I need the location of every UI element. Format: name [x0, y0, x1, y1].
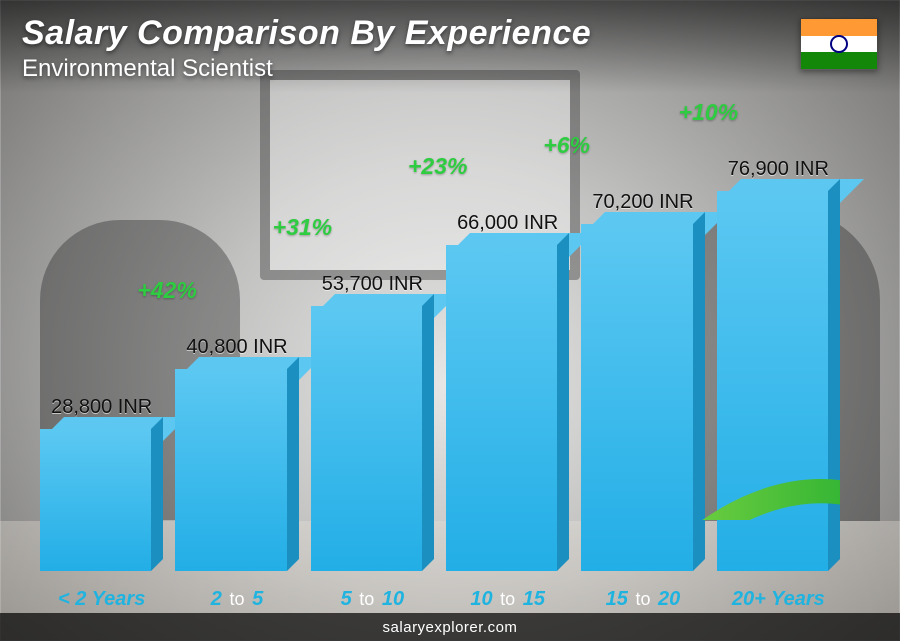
bars-container: 28,800 INR 40,800 INR 53,700 INR 66,000 INR… — [40, 120, 840, 571]
growth-pct-3: +23% — [408, 153, 467, 180]
growth-pct-5: +10% — [679, 99, 738, 126]
bar-0: 28,800 INR — [40, 396, 163, 571]
bar-1: 40,800 INR — [175, 336, 298, 571]
x-category-0: < 2 Years — [40, 588, 163, 611]
bar-3: 66,000 INR — [446, 212, 569, 571]
bar-4: 70,200 INR — [581, 191, 704, 571]
salary-bar-chart: 28,800 INR 40,800 INR 53,700 INR 66,000 INR… — [40, 120, 840, 571]
bar-3d — [175, 369, 298, 571]
bar-value-label: 40,800 INR — [186, 336, 287, 359]
country-flag-india — [800, 18, 878, 70]
x-axis: < 2 Years 2 to 5 5 to 10 10 to 15 15 to 20 20… — [40, 588, 840, 611]
growth-pct-2: +31% — [273, 214, 332, 241]
bar-5: 76,900 INR — [717, 158, 840, 571]
x-category-2: 5 to 10 — [311, 588, 434, 611]
growth-pct-4: +6% — [543, 132, 590, 159]
page-subtitle: Environmental Scientist — [22, 55, 878, 83]
bar-value-label: 66,000 INR — [457, 212, 558, 235]
flag-chakra-icon — [830, 35, 848, 53]
bar-3d — [446, 245, 569, 571]
x-category-4: 15 to 20 — [581, 588, 704, 611]
x-category-1: 2 to 5 — [175, 588, 298, 611]
flag-stripe-green — [801, 52, 877, 69]
bar-value-label: 70,200 INR — [592, 191, 693, 214]
infographic-canvas: Salary Comparison By Experience Environm… — [0, 0, 900, 641]
bar-3d — [311, 306, 434, 571]
bar-3d — [717, 191, 840, 571]
flag-stripe-saffron — [801, 19, 877, 36]
page-title: Salary Comparison By Experience — [22, 14, 878, 53]
header: Salary Comparison By Experience Environm… — [0, 0, 900, 93]
x-category-5: 20+ Years — [717, 588, 840, 611]
x-category-3: 10 to 15 — [446, 588, 569, 611]
bar-3d — [40, 429, 163, 571]
bar-value-label: 76,900 INR — [728, 158, 829, 181]
bar-2: 53,700 INR — [311, 273, 434, 571]
growth-pct-1: +42% — [137, 277, 196, 304]
bar-3d — [581, 224, 704, 571]
bar-value-label: 53,700 INR — [322, 273, 423, 296]
footer-attribution: salaryexplorer.com — [0, 613, 900, 641]
footer-text: salaryexplorer.com — [383, 619, 518, 636]
bar-value-label: 28,800 INR — [51, 396, 152, 419]
